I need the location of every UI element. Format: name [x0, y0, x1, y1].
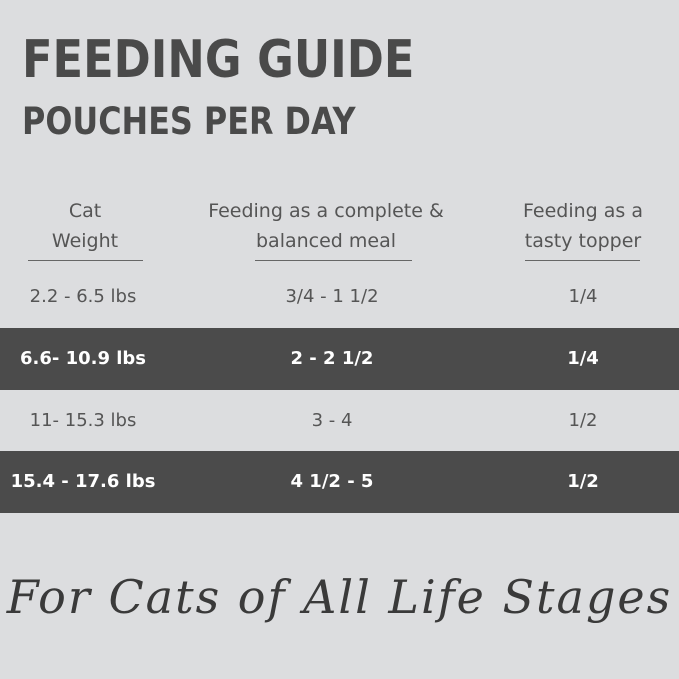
tagline: For Cats of All Life Stages [6, 570, 673, 624]
cell: 3/4 - 1 1/2 [285, 286, 379, 307]
cell: 3 - 4 [311, 410, 353, 431]
cell: 1/2 [568, 410, 598, 431]
table-row: 6.6- 10.9 lbs 2 - 2 1/2 1/4 [0, 328, 679, 390]
cell: 15.4 - 17.6 lbs [10, 471, 156, 492]
title: FEEDING GUIDE [22, 30, 415, 90]
cell: 11- 15.3 lbs [29, 410, 137, 431]
cell: 1/2 [567, 471, 599, 492]
cell: 2.2 - 6.5 lbs [29, 286, 137, 307]
column-header: Feeding as a complete & balanced meal [208, 200, 444, 252]
cell: 1/4 [567, 348, 599, 369]
cell: 4 1/2 - 5 [290, 471, 374, 492]
column-header: Feeding as a tasty topper [523, 200, 643, 252]
column-header: Cat Weight [51, 200, 119, 252]
header-rule [525, 260, 640, 261]
cell: 6.6- 10.9 lbs [19, 348, 147, 369]
header-rule [255, 260, 412, 261]
cell: 1/4 [568, 286, 598, 307]
header-rule [28, 260, 143, 261]
table-row: 2.2 - 6.5 lbs 3/4 - 1 1/2 1/4 [0, 266, 679, 328]
subtitle: POUCHES PER DAY [22, 100, 356, 143]
table-row: 15.4 - 17.6 lbs 4 1/2 - 5 1/2 [0, 451, 679, 513]
table-row: 11- 15.3 lbs 3 - 4 1/2 [0, 390, 679, 452]
cell: 2 - 2 1/2 [290, 348, 374, 369]
